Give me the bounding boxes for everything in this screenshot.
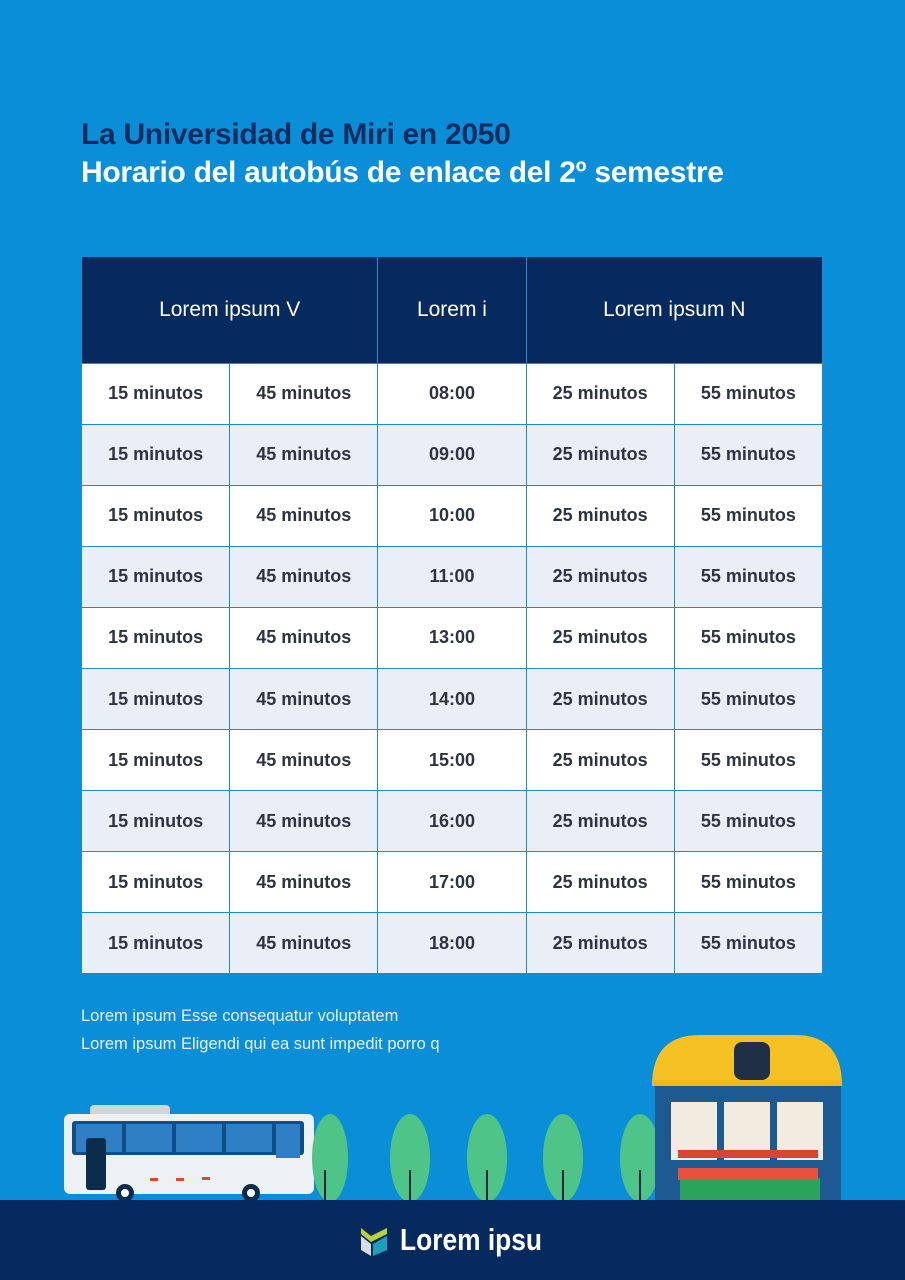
table-cell: 55 minutos <box>673 912 824 975</box>
table-cell: 18:00 <box>377 912 527 975</box>
table-cell: 13:00 <box>377 606 527 669</box>
bus-stop-illustration <box>64 1035 842 1202</box>
table-row: 15 minutos 45 minutos 16:00 25 minutos 55 mi… <box>80 790 824 853</box>
table-cell: 55 minutos <box>673 851 824 914</box>
table-cell: 15 minutos <box>80 423 231 486</box>
table-cell: 55 minutos <box>673 729 824 792</box>
table-cell: 45 minutos <box>229 790 379 853</box>
table-cell: 55 minutos <box>673 545 824 608</box>
table-row: 15 minutos 45 minutos 13:00 25 minutos 55 mi… <box>80 606 824 669</box>
brand-logo-icon <box>361 1228 387 1256</box>
table-row: 15 minutos 45 minutos 10:00 25 minutos 55 mi… <box>80 484 824 547</box>
table-cell: 25 minutos <box>525 851 675 914</box>
table-cell: 15:00 <box>377 729 527 792</box>
table-cell: 25 minutos <box>525 912 675 975</box>
table-cell: 15 minutos <box>80 790 231 853</box>
table-cell: 11:00 <box>377 545 527 608</box>
column-header: Lorem ipsum V <box>80 257 379 364</box>
table-cell: 15 minutos <box>80 606 231 669</box>
table-row: 15 minutos 45 minutos 14:00 25 minutos 55 mi… <box>80 667 824 731</box>
table-cell: 17:00 <box>377 851 527 914</box>
table-cell: 15 minutos <box>80 545 231 608</box>
note-line: Lorem ipsum Eligendi qui ea sunt impedit… <box>81 1035 440 1053</box>
table-cell: 15 minutos <box>80 729 231 792</box>
title-line-2: Horario del autobús de enlace del 2º sem… <box>81 156 724 189</box>
table-row: 15 minutos 45 minutos 09:00 25 minutos 55 mi… <box>80 423 824 486</box>
table-cell: 25 minutos <box>525 484 675 547</box>
table-cell: 45 minutos <box>229 606 379 669</box>
table-row: 15 minutos 45 minutos 11:00 25 minutos 55 mi… <box>80 545 824 608</box>
table-cell: 55 minutos <box>673 790 824 853</box>
table-header-row: Lorem ipsum V Lorem i Lorem ipsum N <box>80 257 824 364</box>
table-cell: 16:00 <box>377 790 527 853</box>
table-cell: 25 minutos <box>525 362 675 425</box>
table-cell: 55 minutos <box>673 362 824 425</box>
table-cell: 45 minutos <box>229 851 379 914</box>
title-line-1: La Universidad de Miri en 2050 <box>81 118 511 151</box>
table-cell: 45 minutos <box>229 667 379 731</box>
table-cell: 08:00 <box>377 362 527 425</box>
table-cell: 14:00 <box>377 667 527 731</box>
table-row: 15 minutos 45 minutos 08:00 25 minutos 55 mi… <box>80 362 824 425</box>
table-cell: 15 minutos <box>80 362 231 425</box>
table-cell: 45 minutos <box>229 545 379 608</box>
table-cell: 10:00 <box>377 484 527 547</box>
table-cell: 45 minutos <box>229 484 379 547</box>
table-cell: 25 minutos <box>525 606 675 669</box>
footer <box>0 1200 905 1280</box>
trees <box>312 1114 660 1202</box>
table-cell: 55 minutos <box>673 606 824 669</box>
table-cell: 25 minutos <box>525 790 675 853</box>
table-cell: 45 minutos <box>229 729 379 792</box>
column-header: Lorem ipsum N <box>525 257 824 364</box>
table-row: 15 minutos 45 minutos 17:00 25 minutos 55 mi… <box>80 851 824 914</box>
table-cell: 55 minutos <box>673 667 824 731</box>
table-cell: 25 minutos <box>525 423 675 486</box>
table-row: 15 minutos 45 minutos 15:00 25 minutos 55 mi… <box>80 729 824 792</box>
notes: Lorem ipsum Esse consequatur voluptatem … <box>81 1002 440 1058</box>
brand-name: Lorem ipsu <box>400 1222 543 1257</box>
table-cell: 09:00 <box>377 423 527 486</box>
bus-shelter <box>652 1035 842 1201</box>
table-row: 15 minutos 45 minutos 18:00 25 minutos 55 mi… <box>80 912 824 975</box>
table-cell: 15 minutos <box>80 851 231 914</box>
table-cell: 15 minutos <box>80 912 231 975</box>
table-cell: 25 minutos <box>525 545 675 608</box>
table-cell: 15 minutos <box>80 667 231 731</box>
table-cell: 15 minutos <box>80 484 231 547</box>
schedule-table: Lorem ipsum V Lorem i Lorem ipsum N 15 m… <box>80 257 824 975</box>
table-cell: 55 minutos <box>673 423 824 486</box>
table-cell: 45 minutos <box>229 912 379 975</box>
column-header: Lorem i <box>377 257 527 364</box>
bus-icon <box>64 1105 314 1202</box>
table-cell: 45 minutos <box>229 423 379 486</box>
table-cell: 25 minutos <box>525 729 675 792</box>
table-cell: 55 minutos <box>673 484 824 547</box>
table-cell: 25 minutos <box>525 667 675 731</box>
note-line: Lorem ipsum Esse consequatur voluptatem <box>81 1007 399 1025</box>
table-cell: 45 minutos <box>229 362 379 425</box>
